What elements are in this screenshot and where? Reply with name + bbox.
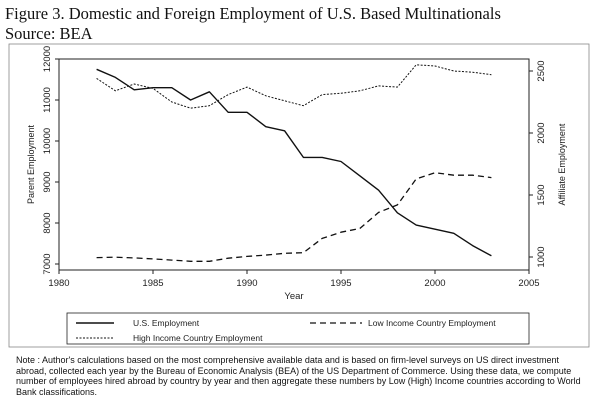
x-axis-title: Year	[284, 291, 303, 302]
series-line-solid	[96, 68, 492, 257]
legend-label: High Income Country Employment	[133, 333, 263, 343]
legend-label: Low Income Country Employment	[368, 318, 496, 328]
y-left-tick-label: 12000	[42, 46, 53, 72]
x-tick-label: 1985	[142, 278, 163, 289]
figure-source: Source: BEA	[5, 24, 93, 43]
y-left-tick-label: 11000	[42, 87, 53, 113]
axes-layer: 1980 1985 1990 1995 2000 2005 Year 7000 8000 9000…	[26, 46, 567, 302]
figure-title-block: Figure 3. Domestic and Foreign Employmen…	[5, 4, 501, 44]
series-line-dashed	[96, 172, 492, 262]
y-right-tick-label: 1500	[536, 184, 547, 205]
series-line-dotted	[96, 64, 492, 109]
series-layer	[96, 64, 492, 262]
x-tick-label: 1980	[48, 278, 69, 289]
x-tick-label: 2005	[518, 278, 539, 289]
y-right-axis-title: Affiliate Employment	[557, 123, 567, 205]
y-right-tick-label: 1000	[536, 246, 547, 267]
x-tick-label: 1995	[330, 278, 351, 289]
figure-note: Note : Author's calculations based on th…	[16, 355, 581, 397]
y-left-tick-label: 8000	[42, 212, 53, 233]
y-right-tick-label: 2000	[536, 122, 547, 143]
x-tick-label: 2000	[424, 278, 445, 289]
x-tick-label: 1990	[236, 278, 257, 289]
y-left-tick-label: 9000	[42, 171, 53, 192]
chart-outer-border	[8, 43, 590, 348]
y-right-tick-label: 2500	[536, 60, 547, 81]
figure-title: Figure 3. Domestic and Foreign Employmen…	[5, 4, 501, 23]
legend: U.S. Employment Low Income Country Employ…	[76, 318, 496, 343]
legend-box	[66, 312, 530, 345]
y-left-axis-title: Parent Employment	[26, 124, 36, 204]
y-left-tick-label: 10000	[42, 128, 53, 154]
y-left-tick-label: 7000	[42, 253, 53, 274]
plot-frame	[58, 58, 530, 271]
legend-label: U.S. Employment	[133, 318, 200, 328]
